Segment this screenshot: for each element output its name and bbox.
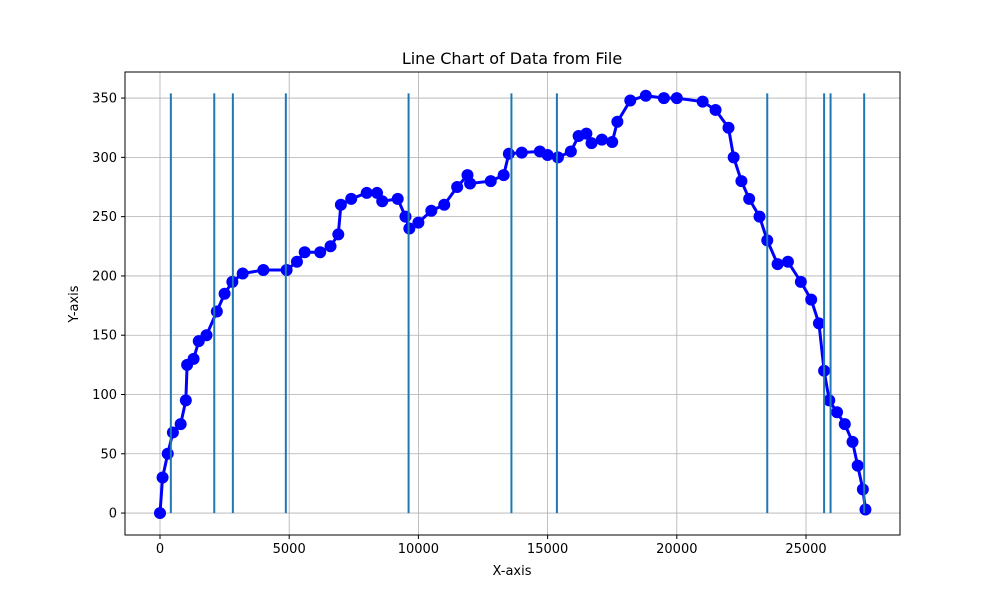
data-point xyxy=(856,483,869,496)
y-tick-label: 300 xyxy=(92,151,117,166)
y-tick-label: 0 xyxy=(109,507,117,522)
data-point xyxy=(657,92,670,105)
data-point xyxy=(735,175,748,188)
data-point xyxy=(153,507,166,520)
data-point xyxy=(831,406,844,419)
data-point xyxy=(257,264,270,277)
data-point xyxy=(580,127,593,140)
y-tick-label: 200 xyxy=(92,269,117,284)
data-point xyxy=(324,240,337,253)
y-tick-label: 150 xyxy=(92,329,117,344)
data-point xyxy=(670,92,683,105)
data-point xyxy=(564,145,577,158)
y-tick-label: 100 xyxy=(92,388,117,403)
data-point xyxy=(794,275,807,288)
data-point xyxy=(497,169,510,182)
data-point xyxy=(722,121,735,134)
data-point xyxy=(639,89,652,102)
data-point xyxy=(611,115,624,128)
data-point xyxy=(595,133,608,146)
data-point xyxy=(314,246,327,259)
x-tick-label: 5000 xyxy=(273,542,306,557)
data-point xyxy=(438,198,451,211)
data-point xyxy=(846,435,859,448)
y-tick-label: 50 xyxy=(100,447,117,462)
x-tick-label: 25000 xyxy=(785,542,826,557)
data-point xyxy=(425,204,438,217)
data-point xyxy=(399,210,412,223)
x-tick-label: 10000 xyxy=(398,542,439,557)
data-point xyxy=(298,246,311,259)
data-point xyxy=(334,198,347,211)
data-point xyxy=(727,151,740,164)
data-point xyxy=(345,192,358,205)
y-tick-label: 250 xyxy=(92,210,117,225)
x-tick-label: 0 xyxy=(156,542,164,557)
data-point xyxy=(156,471,169,484)
data-point xyxy=(236,267,249,280)
data-point xyxy=(376,195,389,208)
x-tick-label: 20000 xyxy=(656,542,697,557)
data-point xyxy=(823,394,836,407)
data-point xyxy=(174,418,187,431)
data-point xyxy=(210,305,223,318)
data-point xyxy=(838,418,851,431)
x-tick-label: 15000 xyxy=(527,542,568,557)
data-point xyxy=(187,352,200,365)
data-point xyxy=(391,192,404,205)
x-axis-label: X-axis xyxy=(493,564,532,579)
y-tick-label: 350 xyxy=(92,92,117,107)
data-point xyxy=(179,394,192,407)
data-point xyxy=(200,329,213,342)
data-point xyxy=(624,94,637,107)
data-point xyxy=(781,255,794,268)
data-point xyxy=(161,447,174,460)
data-point xyxy=(851,459,864,472)
data-point xyxy=(606,135,619,148)
data-point xyxy=(585,137,598,150)
data-point xyxy=(515,146,528,159)
data-point xyxy=(709,103,722,116)
data-point xyxy=(551,151,564,164)
chart-title: Line Chart of Data from File xyxy=(402,49,622,68)
data-point xyxy=(360,186,373,199)
data-point xyxy=(753,210,766,223)
data-point xyxy=(218,287,231,300)
data-point xyxy=(464,177,477,190)
data-point xyxy=(451,181,464,194)
data-point xyxy=(859,503,872,516)
y-axis-label: Y-axis xyxy=(67,285,82,323)
data-point xyxy=(812,317,825,330)
data-point xyxy=(771,258,784,271)
data-point xyxy=(332,228,345,241)
data-point xyxy=(290,255,303,268)
data-point xyxy=(696,95,709,108)
data-point xyxy=(502,147,515,160)
plot-frame xyxy=(124,71,901,536)
data-point xyxy=(743,192,756,205)
data-point xyxy=(541,148,554,161)
data-point xyxy=(805,293,818,306)
data-point xyxy=(412,216,425,229)
data-point xyxy=(484,175,497,188)
